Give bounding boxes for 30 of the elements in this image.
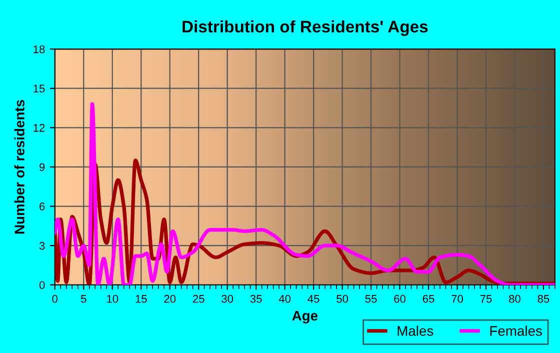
x-tick-label: 20 xyxy=(164,294,176,303)
y-axis-title: Number of residents xyxy=(14,100,24,234)
x-tick-label: 80 xyxy=(509,294,520,303)
x-tick-label: 65 xyxy=(422,294,434,303)
x-tick-label: 35 xyxy=(250,294,262,303)
x-tick-label: 55 xyxy=(365,295,377,303)
y-tick-label: 3 xyxy=(39,242,45,250)
x-tick-label: 85 xyxy=(538,294,550,303)
y-tick-label: 12 xyxy=(34,124,45,132)
y-tick-label: 6 xyxy=(40,202,45,210)
y-tick-label: 9 xyxy=(40,163,45,172)
x-tick-label: 0 xyxy=(52,294,58,303)
x-tick-label: 45 xyxy=(308,295,320,303)
y-tick-label: 0 xyxy=(39,281,45,290)
x-tick-label: 15 xyxy=(136,295,147,303)
chart-title: Distribution of Residents' Ages xyxy=(182,20,428,36)
x-tick-label: 70 xyxy=(452,294,463,303)
y-tick-label: 18 xyxy=(34,45,45,54)
y-tick-label: 15 xyxy=(34,84,45,93)
x-tick-label: 5 xyxy=(80,295,86,303)
x-tick-label: 30 xyxy=(222,294,234,303)
x-tick-label: 10 xyxy=(107,294,118,303)
x-tick-label: 60 xyxy=(394,294,406,303)
legend-label: Females xyxy=(490,326,542,336)
x-tick-label: 75 xyxy=(480,295,492,303)
x-tick-label: 40 xyxy=(278,294,291,303)
x-axis-title: Age xyxy=(292,310,318,324)
x-tick-label: 50 xyxy=(336,294,348,303)
x-tick-label: 25 xyxy=(192,294,204,303)
legend-label: Males xyxy=(398,326,434,336)
